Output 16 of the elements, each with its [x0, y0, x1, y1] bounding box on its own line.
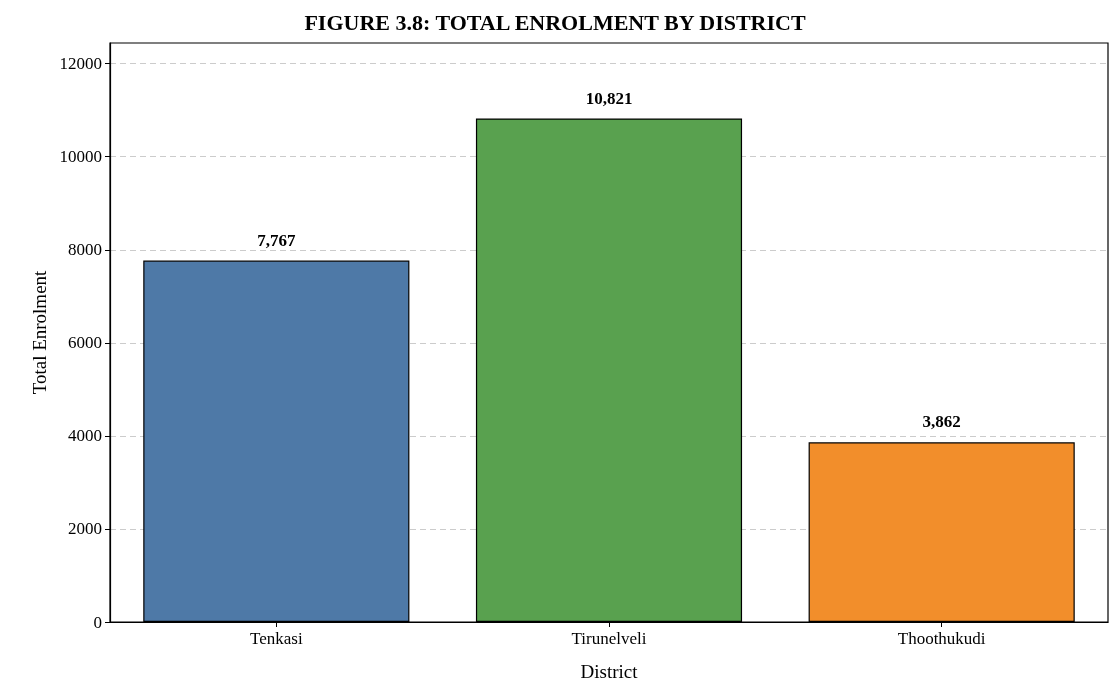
x-tick-label: Tenkasi: [250, 629, 303, 648]
y-tick-label: 2000: [68, 519, 102, 539]
y-tick-label: 0: [93, 612, 102, 632]
y-tick-label: 12000: [59, 54, 102, 74]
y-tick-label: 6000: [68, 333, 102, 353]
y-tick-label: 4000: [68, 426, 102, 446]
data-label: 10,821: [585, 88, 633, 108]
y-tick-label: 10000: [59, 147, 102, 167]
data-label: 7,767: [257, 230, 296, 250]
chart-title: FIGURE 3.8: TOTAL ENROLMENT BY DISTRICT: [304, 9, 806, 35]
y-axis-title: Total Enrolment: [28, 269, 50, 395]
x-tick-label: Tirunelveli: [571, 629, 647, 648]
x-tick-label: Thoothukudi: [897, 629, 986, 648]
data-label: 3,862: [922, 412, 961, 432]
y-tick-label: 8000: [68, 240, 102, 260]
x-axis-title: District: [580, 661, 639, 682]
